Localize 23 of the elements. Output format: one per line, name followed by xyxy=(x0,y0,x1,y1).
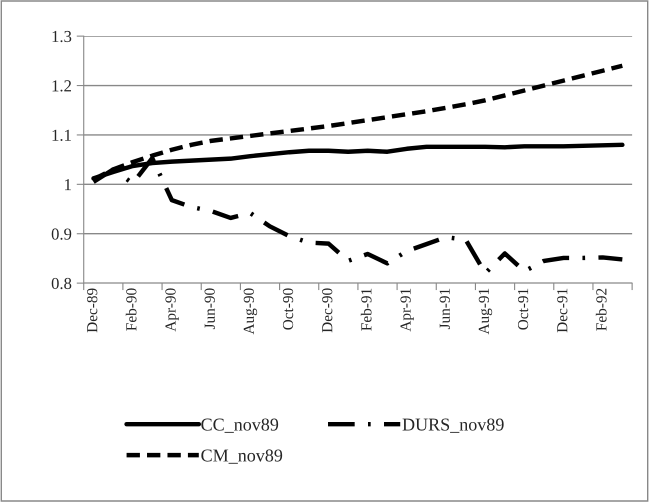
y-tick-label: 0.8 xyxy=(52,278,72,290)
x-tick-label: Aug-91 xyxy=(478,288,492,334)
x-tick-label: Oct-91 xyxy=(518,288,528,330)
legend-label: CM_nov89 xyxy=(201,449,282,464)
y-tick-label: 1.3 xyxy=(52,30,72,42)
y-tick-label: 0.9 xyxy=(52,228,72,240)
legend-label: CC_nov89 xyxy=(201,418,278,433)
x-tick-label: Feb-90 xyxy=(126,288,137,331)
x-tick-label: Feb-91 xyxy=(360,288,372,331)
y-tick-label: 1.2 xyxy=(52,80,71,92)
x-tick-label: Apr-91 xyxy=(400,288,414,332)
x-tick-label: Jun-91 xyxy=(440,288,450,330)
legend-label: DURS_nov89 xyxy=(402,418,504,433)
x-tick-label: Oct-90 xyxy=(282,288,294,330)
y-tick-label: 1 xyxy=(65,179,71,190)
x-tick-label: Aug-90 xyxy=(244,288,258,334)
x-tick-label: Dec-90 xyxy=(322,288,332,332)
x-tick-label: Jun-90 xyxy=(204,288,215,330)
x-tick-label: Feb-92 xyxy=(596,288,607,331)
x-tick-label: Dec-91 xyxy=(557,288,568,332)
y-tick-label: 1.1 xyxy=(52,130,71,141)
x-tick-label: Dec-89 xyxy=(87,288,98,332)
x-tick-label: Apr-90 xyxy=(165,288,179,332)
